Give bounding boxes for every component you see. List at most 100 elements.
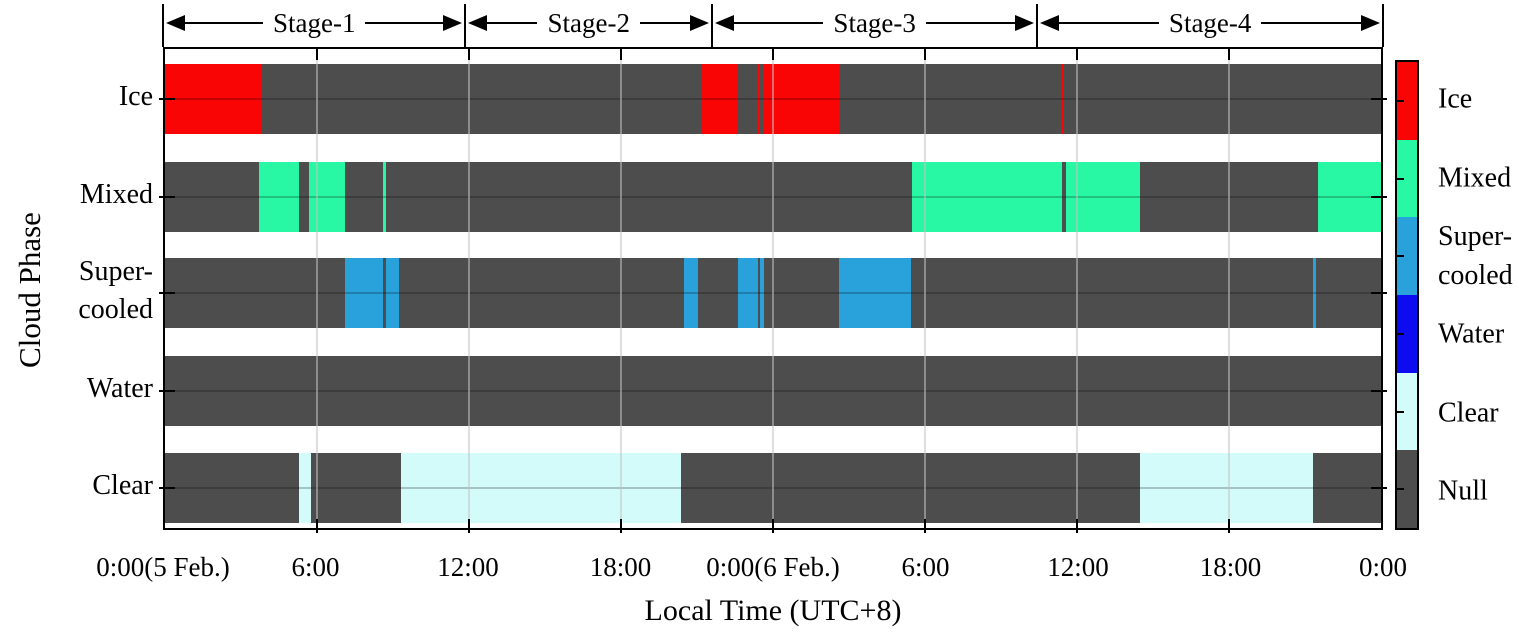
colorbar-swatch-mixed <box>1397 139 1417 218</box>
stage-arrow-line <box>1059 22 1159 24</box>
phase-segment-mixed <box>1317 162 1381 232</box>
plot-area <box>159 47 1387 533</box>
x-tick-label: 0:00 <box>1358 552 1407 582</box>
x-tick <box>316 49 318 60</box>
x-tick-label: 6:00 <box>291 552 340 582</box>
stage-span-stage-4: Stage-4 <box>1037 4 1383 42</box>
phase-segment-ice <box>764 64 839 134</box>
v-gridline <box>1228 49 1230 528</box>
v-gridline <box>1076 49 1078 528</box>
v-gridline <box>468 49 470 528</box>
y-category-label-water: Water <box>86 373 153 405</box>
phase-segment-mixed <box>382 162 386 232</box>
stage-label: Stage-3 <box>833 7 916 38</box>
y-category-label-super-cooled: Super-cooled <box>78 256 153 325</box>
x-tick <box>1228 519 1230 533</box>
stage-arrowhead-left-icon <box>1040 15 1060 31</box>
stage-arrowhead-right-icon <box>690 15 709 31</box>
stage-arrowhead-left-icon <box>166 15 185 31</box>
x-tick <box>1076 519 1078 533</box>
stage-arrow-line <box>734 22 824 24</box>
y-category-label-mixed: Mixed <box>79 179 153 211</box>
y-tick <box>1371 487 1387 489</box>
phase-segment-ice <box>1061 64 1065 134</box>
colorbar-tick <box>1397 255 1404 258</box>
stage-arrow-line <box>487 22 538 24</box>
phase-segment-mixed <box>309 162 345 232</box>
x-tick-label: 18:00 <box>1199 552 1262 582</box>
x-tick <box>772 519 774 533</box>
y-tick <box>159 390 175 392</box>
y-category-label-ice: Ice <box>118 81 153 113</box>
stage-boundary-line <box>711 4 713 47</box>
colorbar-swatch-super-cooled <box>1397 217 1417 296</box>
phase-segment-super-cooled <box>684 258 699 328</box>
y-category-label-clear: Clear <box>92 470 153 502</box>
stage-boundary-line <box>162 4 164 47</box>
stage-label: Stage-2 <box>547 7 630 38</box>
x-tick <box>620 519 622 533</box>
stage-span-stage-1: Stage-1 <box>163 4 465 42</box>
v-gridline <box>316 49 318 528</box>
x-tick-label: 6:00 <box>901 552 950 582</box>
x-tick <box>1228 49 1230 60</box>
x-tick <box>620 49 622 60</box>
stage-span-stage-2: Stage-2 <box>465 4 712 42</box>
y-tick <box>1371 98 1387 100</box>
colorbar-tick <box>1397 332 1404 335</box>
stage-boundary-line <box>1382 4 1384 47</box>
legend-label-super-cooled: Super-cooled <box>1438 220 1513 291</box>
stage-arrowhead-right-icon <box>1015 15 1035 31</box>
x-tick <box>924 49 926 60</box>
colorbar-swatch-ice <box>1397 62 1417 140</box>
phase-segment-super-cooled <box>344 258 383 328</box>
stage-header-band: Stage-1 Stage-2 Stage-3 Stage-4 <box>162 4 1384 47</box>
x-tick <box>772 49 774 60</box>
x-tick-label: 12:00 <box>1047 552 1109 582</box>
phase-segment-mixed <box>1065 162 1141 232</box>
v-gridline <box>620 49 622 528</box>
legend-label-ice: Ice <box>1438 83 1473 115</box>
colorbar-swatch-null <box>1397 450 1417 529</box>
stage-arrowhead-left-icon <box>715 15 734 31</box>
stage-boundary-line <box>1036 4 1039 47</box>
stage-span-stage-3: Stage-3 <box>712 4 1037 42</box>
phase-segment-ice <box>702 64 738 134</box>
y-tick <box>1371 292 1387 294</box>
phase-segment-ice <box>165 64 262 134</box>
stage-arrow-line <box>365 22 444 24</box>
phase-segment-super-cooled <box>385 258 400 328</box>
legend-label-clear: Clear <box>1438 396 1499 428</box>
legend-label-water: Water <box>1438 318 1505 350</box>
stage-arrow-line <box>639 22 690 24</box>
colorbar-tick <box>1397 410 1404 413</box>
stage-label: Stage-1 <box>272 7 356 38</box>
stage-boundary-line <box>464 4 467 47</box>
x-tick <box>468 49 470 60</box>
phase-segment-clear <box>400 453 681 523</box>
phase-segment-mixed <box>912 162 1062 232</box>
colorbar-swatch-water <box>1397 295 1417 373</box>
stage-arrow-line <box>925 22 1016 24</box>
y-tick <box>1371 196 1387 198</box>
x-tick-label: 0:00(6 Feb.) <box>706 552 840 582</box>
stage-arrow-line <box>1261 22 1361 24</box>
legend-label-mixed: Mixed <box>1438 161 1512 193</box>
x-tick-label: 18:00 <box>589 552 652 582</box>
x-axis-title: Local Time (UTC+8) <box>644 594 902 627</box>
y-tick <box>159 196 175 198</box>
phase-segment-super-cooled <box>760 258 765 328</box>
v-gridline <box>772 49 774 528</box>
colorbar-tick <box>1397 488 1404 491</box>
stage-arrowhead-right-icon <box>1361 15 1380 31</box>
phase-segment-super-cooled <box>737 258 758 328</box>
colorbar-tick <box>1397 99 1404 102</box>
colorbar-tick <box>1397 177 1404 180</box>
x-tick <box>924 519 926 533</box>
y-tick <box>159 292 175 294</box>
x-tick <box>468 519 470 533</box>
x-tick <box>1076 49 1078 60</box>
stage-arrow-line <box>185 22 263 24</box>
phase-segment-ice <box>757 64 761 134</box>
